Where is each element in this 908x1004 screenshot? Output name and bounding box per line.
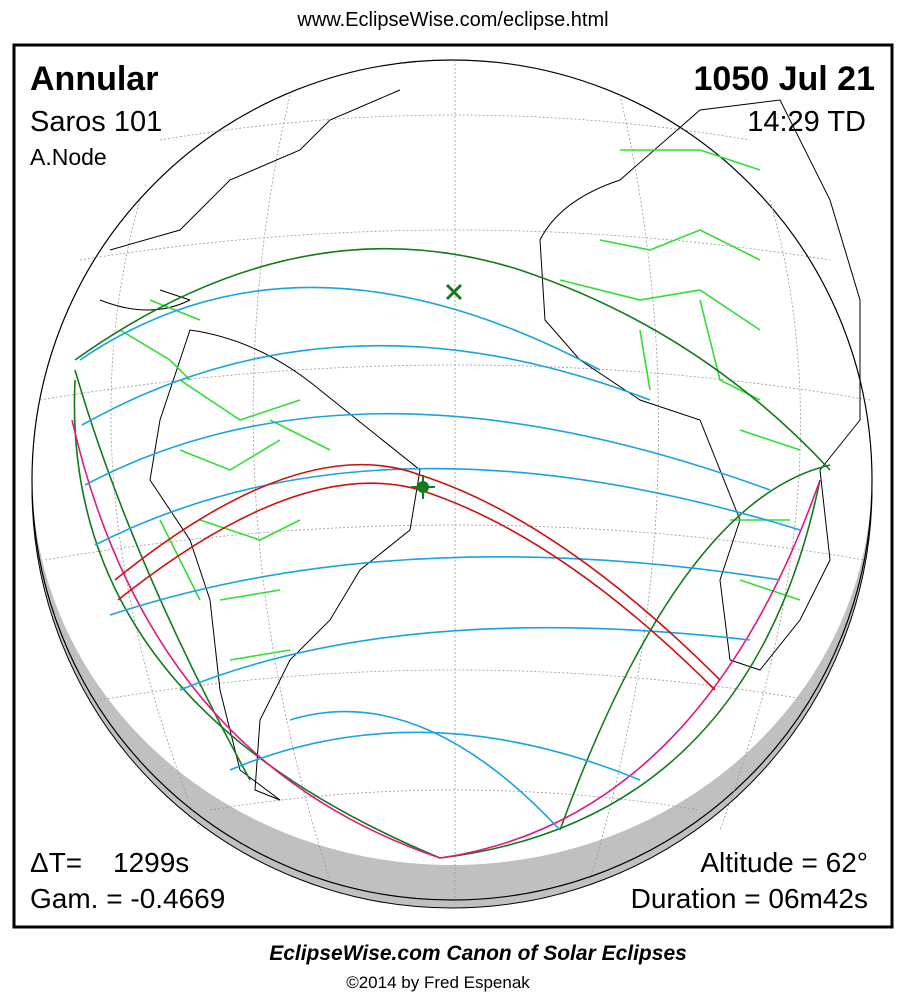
delta-t-value: 1299s bbox=[113, 847, 189, 878]
delta-t-label: ΔT= bbox=[30, 847, 82, 878]
node: A.Node bbox=[30, 144, 107, 170]
date: 1050 Jul 21 bbox=[694, 60, 875, 98]
globe bbox=[31, 55, 873, 909]
continents bbox=[99, 89, 861, 801]
copyright: ©2014 by Fred Espenak bbox=[346, 973, 530, 992]
duration: Duration = 06m42s bbox=[631, 883, 868, 914]
eclipse-type: Annular bbox=[30, 60, 158, 98]
eclipse-paths bbox=[71, 247, 831, 859]
gamma: Gam. = -0.4669 bbox=[30, 883, 225, 914]
limb bbox=[31, 59, 873, 901]
saros: Saros 101 bbox=[30, 106, 162, 138]
day-side bbox=[32, 55, 872, 865]
url: www.EclipseWise.com/eclipse.html bbox=[296, 9, 608, 31]
altitude: Altitude = 62° bbox=[700, 847, 868, 878]
footer-title: EclipseWise.com Canon of Solar Eclipses bbox=[269, 942, 687, 965]
time: 14:29 TD bbox=[747, 106, 866, 138]
